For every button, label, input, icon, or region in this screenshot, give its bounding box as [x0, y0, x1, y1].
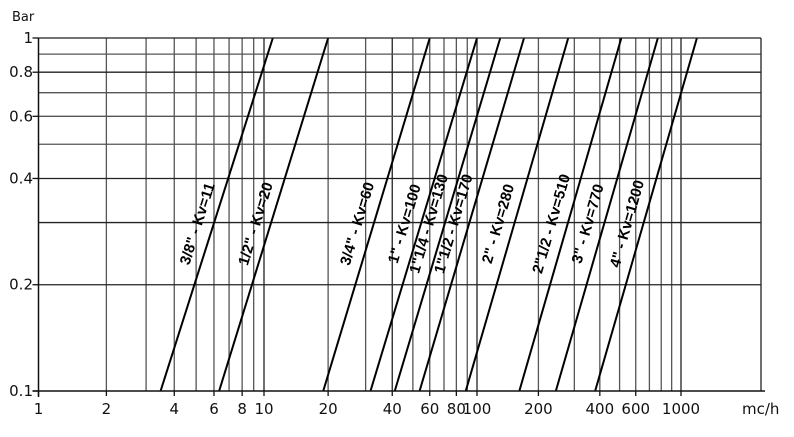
- kv-line: [218, 37, 330, 392]
- y-tick-label: 0.1: [9, 382, 33, 400]
- grid: [38, 38, 761, 391]
- y-tick-label: 0.4: [9, 169, 33, 187]
- kv-line: [518, 37, 623, 392]
- kv-line: [393, 37, 502, 392]
- kv-line: [418, 37, 525, 392]
- x-tick-label: 6: [209, 400, 219, 418]
- y-tick-label: 0.8: [9, 63, 33, 81]
- x-tick-label: 400: [585, 400, 614, 418]
- x-tick-label: 1: [34, 400, 44, 418]
- kv-line: [554, 37, 659, 392]
- kv-line: [464, 37, 570, 392]
- x-tick-label: 100: [463, 400, 492, 418]
- x-tick-label: 10: [254, 400, 273, 418]
- x-tick-label: 60: [420, 400, 439, 418]
- kv-line: [159, 37, 274, 392]
- x-tick-label: 600: [621, 400, 650, 418]
- kv-line-label: 3/8" - Kv=11: [177, 181, 219, 267]
- kv-line: [322, 37, 431, 392]
- y-axis-label: Bar: [12, 10, 35, 25]
- y-tick-label: 0.2: [9, 276, 33, 294]
- kv-lines: [159, 37, 698, 392]
- kv-line-label: 3/4" - Kv=60: [337, 180, 378, 267]
- kv-line-label: 2" - Kv=280: [479, 182, 518, 265]
- x-tick-label: 4: [169, 400, 179, 418]
- y-tick-label: 1: [23, 29, 33, 47]
- kv-line: [594, 37, 698, 392]
- x-tick-label: 20: [319, 400, 338, 418]
- x-tick-label: 8: [237, 400, 247, 418]
- x-tick-label: 40: [383, 400, 402, 418]
- x-tick-label: 80: [447, 400, 466, 418]
- x-axis-label: mc/h: [742, 400, 779, 418]
- x-tick-label: 200: [524, 400, 553, 418]
- x-tick-label: 1000: [662, 400, 700, 418]
- x-tick-label: 2: [102, 400, 112, 418]
- kv-line: [369, 37, 478, 392]
- y-tick-label: 0.6: [9, 107, 33, 125]
